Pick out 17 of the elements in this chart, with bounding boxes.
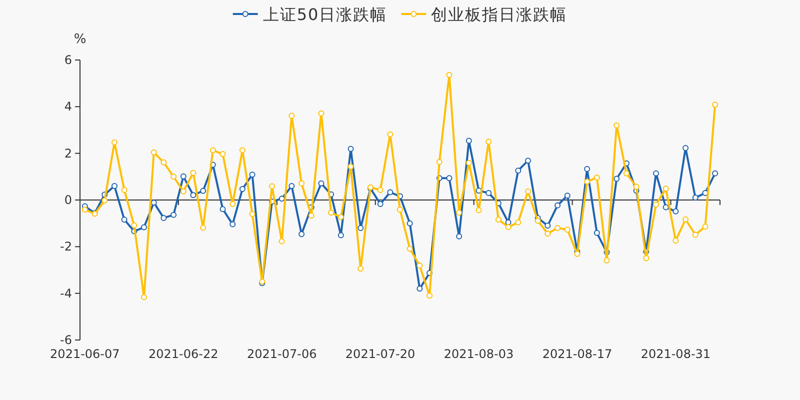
y-tick-label: -4 <box>60 286 72 300</box>
y-tick-label: 0 <box>64 193 72 207</box>
legend-label: 上证50日涨跌幅 <box>262 5 388 24</box>
x-tick-label: 2021-08-17 <box>542 347 612 361</box>
x-tick-label: 2021-08-03 <box>444 347 514 361</box>
y-tick-label: -2 <box>60 240 72 254</box>
y-tick-label: 2 <box>64 146 72 160</box>
x-tick-label: 2021-07-06 <box>246 347 317 361</box>
x-tick-label: 2021-06-07 <box>50 347 120 361</box>
x-tick-label: 2021-08-31 <box>640 347 711 361</box>
y-tick-label: -6 <box>60 333 72 347</box>
y-tick-label: 4 <box>64 100 72 114</box>
x-tick-label: 2021-06-22 <box>148 347 218 361</box>
legend-label: 创业板指日涨跌幅 <box>431 5 568 24</box>
y-tick-label: 6 <box>64 53 72 67</box>
y-axis-title: % <box>74 32 86 47</box>
x-tick-label: 2021-07-20 <box>345 347 416 361</box>
